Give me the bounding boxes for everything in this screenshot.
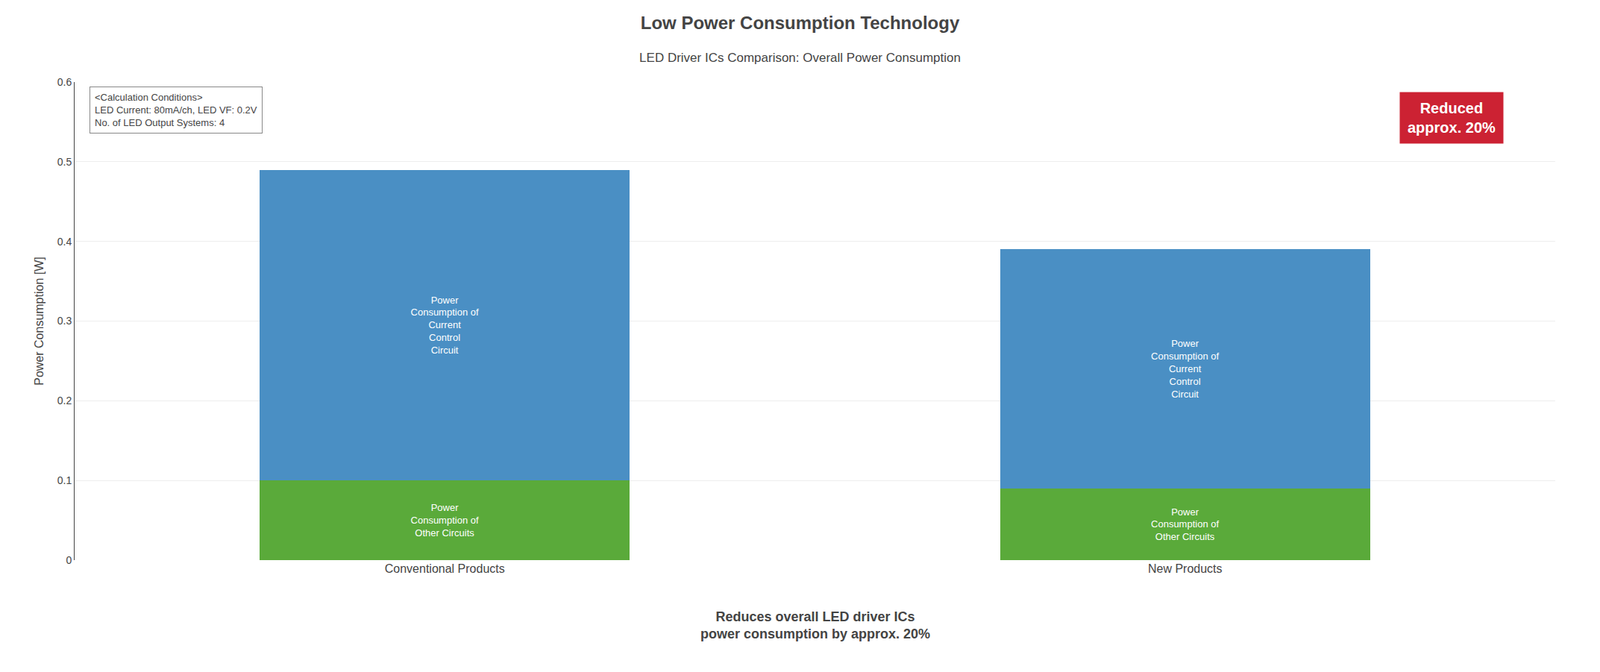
svg-text:PowerConsumption ofOther Circu: PowerConsumption ofOther Circuits bbox=[1150, 506, 1219, 544]
svg-text:PowerConsumption ofCurrentCont: PowerConsumption ofCurrentControlCircuit bbox=[411, 294, 479, 357]
svg-text:<Calculation Conditions>LED Cu: <Calculation Conditions>LED Current: 80m… bbox=[94, 91, 258, 129]
svg-text:0.1: 0.1 bbox=[57, 474, 73, 487]
svg-text:0.3: 0.3 bbox=[57, 314, 73, 327]
svg-text:Conventional Products: Conventional Products bbox=[384, 562, 505, 576]
svg-text:LED Driver ICs Comparison: Ove: LED Driver ICs Comparison: Overall Power… bbox=[639, 50, 961, 65]
svg-text:0.6: 0.6 bbox=[57, 76, 73, 89]
svg-text:Power Consumption [W]: Power Consumption [W] bbox=[32, 256, 46, 386]
svg-text:PowerConsumption ofCurrentCont: PowerConsumption ofCurrentControlCircuit bbox=[1150, 337, 1219, 400]
svg-text:New Products: New Products bbox=[1147, 562, 1223, 576]
svg-text:0.4: 0.4 bbox=[57, 235, 73, 248]
svg-text:Reduces overall LED driver ICs: Reduces overall LED driver ICspower cons… bbox=[700, 609, 931, 642]
svg-text:0.5: 0.5 bbox=[57, 155, 73, 168]
svg-text:0: 0 bbox=[65, 554, 72, 567]
svg-text:PowerConsumption ofOther Circu: PowerConsumption ofOther Circuits bbox=[411, 502, 479, 539]
svg-text:Low Power Consumption Technolo: Low Power Consumption Technology bbox=[640, 12, 960, 33]
svg-text:0.2: 0.2 bbox=[57, 394, 73, 407]
svg-text:Reducedapprox. 20%: Reducedapprox. 20% bbox=[1407, 99, 1496, 136]
